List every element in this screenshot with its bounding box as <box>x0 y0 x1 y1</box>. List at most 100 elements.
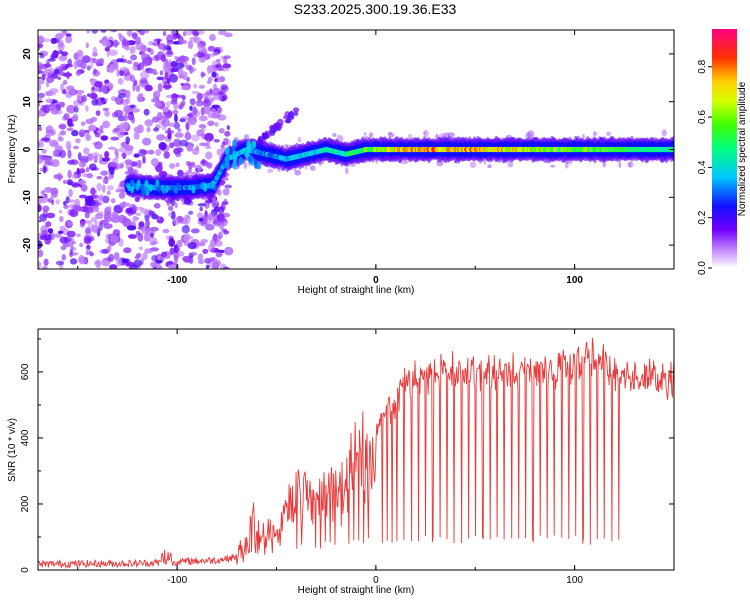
noise-blob <box>38 261 42 269</box>
noise-blob <box>200 239 209 243</box>
noise-blob <box>40 156 49 160</box>
noise-blob <box>83 147 90 155</box>
colorbar-tick-label: 0.8 <box>697 59 708 73</box>
segment-spot <box>130 185 135 194</box>
noise-blob <box>131 32 138 38</box>
noise-blob <box>73 106 79 113</box>
noise-blob <box>40 190 46 195</box>
snr-y-ticks: 0 200 400 600 <box>20 338 674 573</box>
noise-blob <box>119 122 129 131</box>
noise-blob <box>50 91 56 96</box>
noise-blob <box>167 127 171 134</box>
noise-blob <box>42 266 48 269</box>
noise-blob <box>85 105 89 112</box>
noise-blob <box>213 139 220 143</box>
noise-blob <box>206 91 210 96</box>
noise-blob <box>175 162 180 168</box>
colorbar-gradient <box>712 29 737 268</box>
noise-blob <box>186 76 190 82</box>
noise-blob <box>68 188 73 198</box>
noise-blob <box>173 147 181 155</box>
noise-blob <box>134 216 140 221</box>
noise-blob <box>146 47 152 53</box>
noise-blob <box>53 68 60 75</box>
noise-blob <box>136 94 144 103</box>
noise-blob <box>142 156 146 164</box>
noise-blob <box>122 41 132 45</box>
noise-blob <box>173 142 180 147</box>
noise-blob <box>224 32 233 38</box>
noise-blob <box>191 57 196 66</box>
segment-spot <box>144 179 149 188</box>
segment-spot <box>144 185 149 193</box>
noise-blob <box>163 251 172 259</box>
noise-blob <box>186 64 192 71</box>
noise-blob <box>65 35 73 44</box>
noise-blob <box>209 34 216 41</box>
faint-blob <box>593 131 598 136</box>
noise-blob <box>109 234 119 244</box>
snr-y-label: SNR (10 * v/v) <box>7 418 18 482</box>
spectrogram-y-tick-label: -10 <box>22 190 33 205</box>
noise-blob <box>98 222 103 232</box>
branch-blob <box>292 107 300 113</box>
noise-blob <box>110 215 121 223</box>
noise-blob <box>220 144 225 149</box>
noise-blob <box>163 81 172 90</box>
noise-blob <box>52 50 59 59</box>
noise-blob <box>140 70 150 80</box>
noise-blob <box>223 55 231 59</box>
noise-blob <box>84 211 90 219</box>
noise-blob <box>205 199 213 204</box>
noise-blob <box>101 39 111 48</box>
noise-blob <box>66 71 70 80</box>
noise-blob <box>84 195 94 204</box>
noise-blob <box>133 126 143 134</box>
noise-blob <box>178 35 184 45</box>
noise-blob <box>144 248 153 254</box>
noise-blob <box>126 225 137 231</box>
noise-blob <box>75 89 85 95</box>
noise-blob <box>55 199 60 205</box>
noise-blob <box>91 86 95 91</box>
noise-blob <box>108 146 117 150</box>
noise-blob <box>172 32 178 40</box>
segment-spot <box>200 182 205 190</box>
noise-blob <box>49 196 54 201</box>
noise-blob <box>115 188 122 193</box>
noise-blob <box>195 145 200 151</box>
noise-blob <box>161 118 171 127</box>
noise-blob <box>62 80 68 85</box>
colorbar-tick-label: 0.4 <box>697 160 708 174</box>
noise-blob <box>212 259 222 267</box>
noise-blob <box>52 150 58 157</box>
noise-blob <box>182 255 192 262</box>
noise-blob <box>181 85 190 91</box>
noise-blob <box>176 239 183 248</box>
noise-blob <box>93 68 97 75</box>
noise-blob <box>67 221 73 227</box>
noise-blob <box>96 175 103 180</box>
noise-blob <box>220 84 228 90</box>
noise-blob <box>69 258 78 265</box>
noise-blob <box>209 88 213 95</box>
noise-blob <box>122 58 127 64</box>
snr-series-line <box>38 337 674 569</box>
colorbar-ticks: 0.0 0.2 0.4 0.6 0.8 <box>697 59 712 275</box>
snr-y-tick-label: 0 <box>20 567 31 573</box>
segment-spot <box>232 139 238 148</box>
noise-blob <box>115 257 123 267</box>
noise-blob <box>223 137 229 146</box>
noise-blob <box>156 134 166 141</box>
noise-blob <box>195 100 204 107</box>
spectrogram-blobs <box>38 30 674 269</box>
noise-blob <box>41 38 51 43</box>
noise-blob <box>172 66 176 72</box>
faint-blob <box>345 167 349 175</box>
spectrogram-y-tick-label: 20 <box>22 48 33 60</box>
noise-blob <box>200 127 206 132</box>
noise-blob <box>63 113 70 121</box>
noise-blob <box>179 118 186 123</box>
noise-blob <box>186 113 194 118</box>
spectrogram-y-tick-label: -20 <box>22 237 33 252</box>
